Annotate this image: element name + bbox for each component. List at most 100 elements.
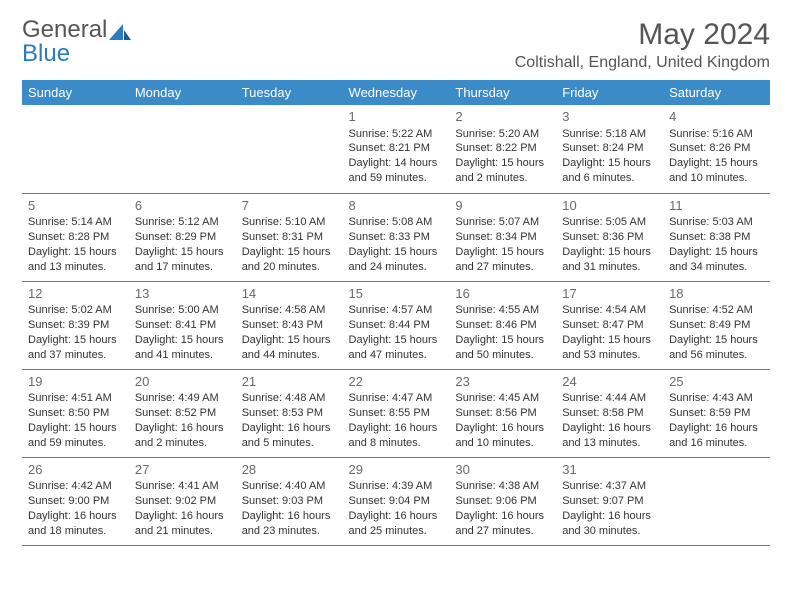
sunrise-line: Sunrise: 5:18 AM [562, 127, 657, 142]
sunrise-line: Sunrise: 5:03 AM [669, 215, 764, 230]
daylight-line: Daylight: 15 hours and 10 minutes. [669, 156, 764, 186]
calendar-head: SundayMondayTuesdayWednesdayThursdayFrid… [22, 80, 770, 105]
sunset-line: Sunset: 9:03 PM [242, 494, 337, 509]
sunset-line: Sunset: 8:21 PM [349, 141, 444, 156]
day-number: 29 [349, 461, 444, 479]
sunrise-line: Sunrise: 4:37 AM [562, 479, 657, 494]
daylight-line: Daylight: 15 hours and 27 minutes. [455, 245, 550, 275]
calendar-day: 1Sunrise: 5:22 AMSunset: 8:21 PMDaylight… [343, 105, 450, 193]
calendar-day: 7Sunrise: 5:10 AMSunset: 8:31 PMDaylight… [236, 193, 343, 281]
daylight-line: Daylight: 15 hours and 2 minutes. [455, 156, 550, 186]
calendar-day: 12Sunrise: 5:02 AMSunset: 8:39 PMDayligh… [22, 281, 129, 369]
day-number: 18 [669, 285, 764, 303]
daylight-line: Daylight: 15 hours and 41 minutes. [135, 333, 230, 363]
day-number: 16 [455, 285, 550, 303]
day-header: Tuesday [236, 80, 343, 105]
calendar-day: 8Sunrise: 5:08 AMSunset: 8:33 PMDaylight… [343, 193, 450, 281]
sunrise-line: Sunrise: 4:57 AM [349, 303, 444, 318]
calendar-day: 28Sunrise: 4:40 AMSunset: 9:03 PMDayligh… [236, 457, 343, 545]
sunset-line: Sunset: 9:07 PM [562, 494, 657, 509]
calendar-day: 20Sunrise: 4:49 AMSunset: 8:52 PMDayligh… [129, 369, 236, 457]
sunset-line: Sunset: 8:26 PM [669, 141, 764, 156]
sunset-line: Sunset: 8:49 PM [669, 318, 764, 333]
sunset-line: Sunset: 8:39 PM [28, 318, 123, 333]
daylight-line: Daylight: 15 hours and 31 minutes. [562, 245, 657, 275]
day-header: Wednesday [343, 80, 450, 105]
daylight-line: Daylight: 15 hours and 59 minutes. [28, 421, 123, 451]
logo-sail-icon [109, 24, 131, 42]
daylight-line: Daylight: 16 hours and 8 minutes. [349, 421, 444, 451]
sunrise-line: Sunrise: 4:45 AM [455, 391, 550, 406]
day-number: 10 [562, 197, 657, 215]
day-number: 8 [349, 197, 444, 215]
calendar-day: 2Sunrise: 5:20 AMSunset: 8:22 PMDaylight… [449, 105, 556, 193]
sunrise-line: Sunrise: 4:41 AM [135, 479, 230, 494]
day-number: 2 [455, 108, 550, 126]
calendar-day: 17Sunrise: 4:54 AMSunset: 8:47 PMDayligh… [556, 281, 663, 369]
sunset-line: Sunset: 8:43 PM [242, 318, 337, 333]
sunrise-line: Sunrise: 5:07 AM [455, 215, 550, 230]
calendar-day: 15Sunrise: 4:57 AMSunset: 8:44 PMDayligh… [343, 281, 450, 369]
day-number: 14 [242, 285, 337, 303]
sunset-line: Sunset: 8:58 PM [562, 406, 657, 421]
day-number: 22 [349, 373, 444, 391]
sunrise-line: Sunrise: 4:54 AM [562, 303, 657, 318]
calendar-week: 26Sunrise: 4:42 AMSunset: 9:00 PMDayligh… [22, 457, 770, 545]
day-number: 4 [669, 108, 764, 126]
sunset-line: Sunset: 8:52 PM [135, 406, 230, 421]
sunset-line: Sunset: 8:50 PM [28, 406, 123, 421]
daylight-line: Daylight: 16 hours and 30 minutes. [562, 509, 657, 539]
sunset-line: Sunset: 8:53 PM [242, 406, 337, 421]
day-number: 1 [349, 108, 444, 126]
day-header: Saturday [663, 80, 770, 105]
sunrise-line: Sunrise: 4:40 AM [242, 479, 337, 494]
daylight-line: Daylight: 15 hours and 20 minutes. [242, 245, 337, 275]
sunrise-line: Sunrise: 5:20 AM [455, 127, 550, 142]
sunset-line: Sunset: 8:55 PM [349, 406, 444, 421]
day-number: 20 [135, 373, 230, 391]
sunrise-line: Sunrise: 5:22 AM [349, 127, 444, 142]
calendar-day-empty [22, 105, 129, 193]
sunset-line: Sunset: 9:04 PM [349, 494, 444, 509]
calendar-day: 14Sunrise: 4:58 AMSunset: 8:43 PMDayligh… [236, 281, 343, 369]
sunrise-line: Sunrise: 4:48 AM [242, 391, 337, 406]
sunset-line: Sunset: 8:31 PM [242, 230, 337, 245]
sunset-line: Sunset: 8:56 PM [455, 406, 550, 421]
calendar-day: 21Sunrise: 4:48 AMSunset: 8:53 PMDayligh… [236, 369, 343, 457]
sunset-line: Sunset: 8:22 PM [455, 141, 550, 156]
daylight-line: Daylight: 15 hours and 50 minutes. [455, 333, 550, 363]
day-number: 25 [669, 373, 764, 391]
sunset-line: Sunset: 9:06 PM [455, 494, 550, 509]
calendar-week: 1Sunrise: 5:22 AMSunset: 8:21 PMDaylight… [22, 105, 770, 193]
day-header: Sunday [22, 80, 129, 105]
day-number: 27 [135, 461, 230, 479]
sunset-line: Sunset: 8:33 PM [349, 230, 444, 245]
daylight-line: Daylight: 14 hours and 59 minutes. [349, 156, 444, 186]
sunset-line: Sunset: 8:29 PM [135, 230, 230, 245]
month-title: May 2024 [515, 18, 770, 52]
day-header: Friday [556, 80, 663, 105]
sunset-line: Sunset: 8:28 PM [28, 230, 123, 245]
day-number: 17 [562, 285, 657, 303]
sunset-line: Sunset: 9:02 PM [135, 494, 230, 509]
day-number: 3 [562, 108, 657, 126]
logo-text-1: General [22, 18, 107, 42]
daylight-line: Daylight: 15 hours and 17 minutes. [135, 245, 230, 275]
daylight-line: Daylight: 15 hours and 34 minutes. [669, 245, 764, 275]
calendar-week: 12Sunrise: 5:02 AMSunset: 8:39 PMDayligh… [22, 281, 770, 369]
daylight-line: Daylight: 15 hours and 24 minutes. [349, 245, 444, 275]
calendar-day: 24Sunrise: 4:44 AMSunset: 8:58 PMDayligh… [556, 369, 663, 457]
day-number: 7 [242, 197, 337, 215]
day-header: Thursday [449, 80, 556, 105]
calendar-day-empty [129, 105, 236, 193]
sunset-line: Sunset: 8:44 PM [349, 318, 444, 333]
day-header: Monday [129, 80, 236, 105]
daylight-line: Daylight: 16 hours and 27 minutes. [455, 509, 550, 539]
sunrise-line: Sunrise: 4:39 AM [349, 479, 444, 494]
calendar-day: 27Sunrise: 4:41 AMSunset: 9:02 PMDayligh… [129, 457, 236, 545]
daylight-line: Daylight: 15 hours and 53 minutes. [562, 333, 657, 363]
calendar-day: 25Sunrise: 4:43 AMSunset: 8:59 PMDayligh… [663, 369, 770, 457]
calendar-day: 18Sunrise: 4:52 AMSunset: 8:49 PMDayligh… [663, 281, 770, 369]
calendar-day: 29Sunrise: 4:39 AMSunset: 9:04 PMDayligh… [343, 457, 450, 545]
day-number: 30 [455, 461, 550, 479]
